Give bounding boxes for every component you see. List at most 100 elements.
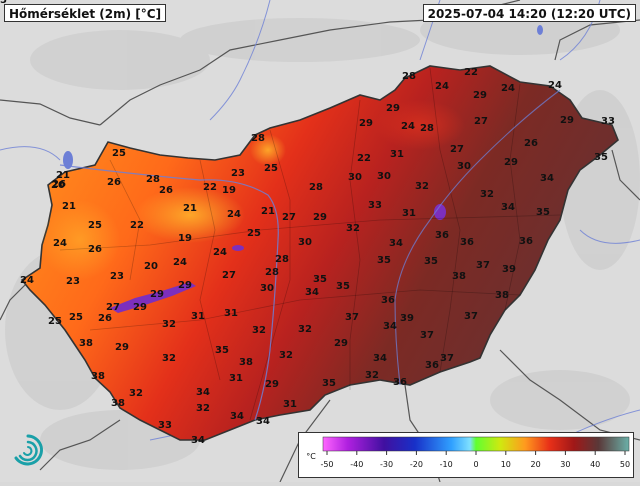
- temperature-label: 38: [495, 290, 509, 301]
- temperature-label: 29: [178, 280, 192, 291]
- color-scale-bar: [322, 436, 630, 452]
- temperature-label: 29: [115, 342, 129, 353]
- temperature-label: 24: [548, 80, 562, 91]
- temperature-label: 34: [196, 387, 210, 398]
- temperature-label: 30: [377, 171, 391, 182]
- temperature-label: 29: [560, 115, 574, 126]
- temperature-label: 24: [53, 238, 67, 249]
- temperature-label: 26: [88, 244, 102, 255]
- temperature-label: 32: [298, 324, 312, 335]
- temperature-label: 32: [279, 350, 293, 361]
- temperature-label: 36: [519, 236, 533, 247]
- temperature-label: 25: [48, 316, 62, 327]
- legend-tick-label: -40: [350, 460, 363, 469]
- temperature-label: 26: [98, 313, 112, 324]
- temperature-label: 29: [265, 379, 279, 390]
- temperature-label: 22: [357, 153, 371, 164]
- legend-tick-label: 30: [560, 460, 570, 469]
- temperature-label: 21: [56, 170, 70, 181]
- temperature-label: 36: [393, 377, 407, 388]
- temperature-label: 38: [111, 398, 125, 409]
- temperature-label: 34: [373, 353, 387, 364]
- legend-tick-label: -50: [320, 460, 333, 469]
- temperature-label: 34: [389, 238, 403, 249]
- temperature-label: 31: [390, 149, 404, 160]
- cool-patch: [40, 200, 120, 280]
- temperature-label: 38: [79, 338, 93, 349]
- temperature-label: 29: [150, 289, 164, 300]
- temperature-label: 34: [256, 416, 270, 427]
- temperature-label: 30: [260, 283, 274, 294]
- temperature-label: 21: [183, 203, 197, 214]
- temperature-label: 32: [415, 181, 429, 192]
- legend-tick-label: -30: [380, 460, 393, 469]
- legend-tick-label: -10: [440, 460, 453, 469]
- cool-patch: [135, 187, 245, 243]
- temperature-label: 24: [173, 257, 187, 268]
- temperature-label: 24: [213, 247, 227, 258]
- danube-river: [59, 164, 279, 421]
- temperature-label: 35: [336, 281, 350, 292]
- temperature-label: 25: [69, 312, 83, 323]
- temperature-label: 21: [261, 206, 275, 217]
- timestamp: 2025-07-04 14:20 (12:20 UTC): [422, 4, 636, 22]
- temperature-label: 25: [88, 220, 102, 231]
- temperature-label: 27: [474, 116, 488, 127]
- temperature-label: 35: [594, 152, 608, 163]
- map-title: Hőmérséklet (2m) [°C]: [4, 4, 167, 22]
- temperature-label: 27: [450, 144, 464, 155]
- temperature-label: 26: [107, 177, 121, 188]
- temperature-label: 35: [313, 274, 327, 285]
- met-service-spiral-logo-icon: [8, 428, 48, 472]
- temperature-label: 22: [464, 67, 478, 78]
- temperature-label: 35: [322, 378, 336, 389]
- temperature-label: 30: [348, 172, 362, 183]
- temperature-label: 29: [473, 90, 487, 101]
- temperature-label: 33: [158, 420, 172, 431]
- lake-north: [537, 25, 543, 35]
- temperature-label: 31: [229, 373, 243, 384]
- temperature-label: 38: [91, 371, 105, 382]
- temperature-label: 28: [402, 71, 416, 82]
- temperature-label: 31: [283, 399, 297, 410]
- temperature-label: 34: [501, 202, 515, 213]
- temperature-label: 36: [381, 295, 395, 306]
- tisza-river: [394, 89, 561, 386]
- temperature-label: 27: [106, 302, 120, 313]
- temperature-label: 25: [264, 163, 278, 174]
- temperature-label: 32: [162, 353, 176, 364]
- temperature-label: 31: [191, 311, 205, 322]
- temperature-label: 26: [52, 179, 66, 190]
- temperature-label: 35: [215, 345, 229, 356]
- temperature-label: 34: [230, 411, 244, 422]
- hungary-territory: [20, 65, 619, 441]
- temperature-label: 26: [524, 138, 538, 149]
- legend-unit: °C: [306, 452, 316, 461]
- legend-tick-label: -20: [410, 460, 423, 469]
- temperature-label: 31: [224, 308, 238, 319]
- lake-ferto: [63, 151, 73, 169]
- county-lines: [59, 67, 561, 421]
- temperature-label: 23: [66, 276, 80, 287]
- temperature-label: 35: [0, 0, 7, 6]
- temperature-label: 24: [501, 83, 515, 94]
- legend-tick-label: 40: [590, 460, 600, 469]
- temperature-label: 35: [424, 256, 438, 267]
- temperature-label: 20: [51, 180, 65, 191]
- temperature-label: 30: [298, 237, 312, 248]
- temperature-label: 25: [112, 148, 126, 159]
- temperature-label: 32: [346, 223, 360, 234]
- temperature-label: 35: [536, 207, 550, 218]
- temperature-label: 26: [159, 185, 173, 196]
- temperature-label: 33: [368, 200, 382, 211]
- temperature-label: 23: [231, 168, 245, 179]
- temperature-label: 36: [425, 360, 439, 371]
- legend-tick-label: 0: [473, 460, 478, 469]
- temperature-label: 24: [401, 121, 415, 132]
- color-scale-legend: °C -50 -40 -30 -20 -10 0 10 20 30 40 50: [298, 432, 634, 478]
- temperature-label: 28: [146, 174, 160, 185]
- temperature-label: 32: [129, 388, 143, 399]
- temperature-label: 28: [420, 123, 434, 134]
